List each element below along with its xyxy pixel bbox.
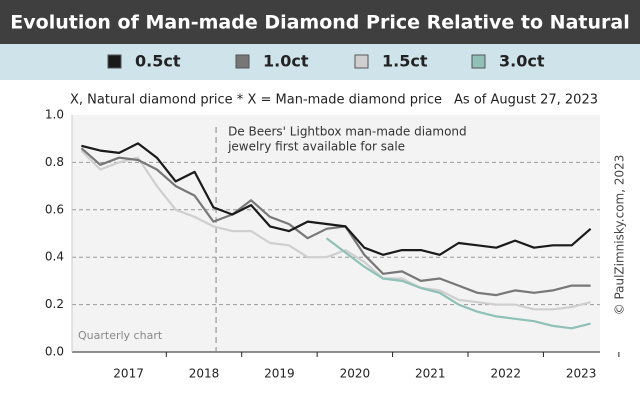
x-tick-label: 2020 — [340, 367, 371, 381]
legend-label: 0.5ct — [135, 52, 181, 71]
line-series — [81, 142, 592, 256]
line-series — [325, 237, 591, 330]
x-tick-label: 2022 — [490, 367, 521, 381]
date-note: As of August 27, 2023 — [454, 93, 598, 108]
legend-label: 3.0ct — [499, 52, 545, 71]
title-bar — [0, 0, 640, 44]
legend-swatch — [354, 54, 369, 69]
legend-swatch — [471, 54, 486, 69]
y-tick-label: 0.0 — [45, 345, 64, 359]
legend-swatch — [107, 54, 122, 69]
y-tick-label: 0.8 — [45, 155, 64, 169]
y-tick-label: 0.6 — [45, 202, 64, 216]
legend-bar — [0, 44, 640, 80]
plot-area — [72, 115, 600, 352]
x-tick-label: 2018 — [189, 367, 220, 381]
legend-swatch — [235, 54, 250, 69]
annotation: De Beers' Lightbox man-made diamond — [228, 125, 467, 139]
credit: © PaulZimnisky.com, 2023 — [613, 155, 627, 316]
y-tick-label: 0.4 — [45, 250, 64, 264]
line-series — [80, 147, 591, 297]
x-tick-label: 2021 — [415, 367, 446, 381]
footnote: Quarterly chart — [78, 329, 163, 342]
line-series — [80, 149, 591, 311]
chart-title: Evolution of Man-made Diamond Price Rela… — [10, 12, 629, 34]
legend-label: 1.5ct — [382, 52, 428, 71]
y-tick-label: 1.0 — [45, 108, 64, 122]
legend-label: 1.0ct — [263, 52, 309, 71]
subtitle: X, Natural diamond price * X = Man-made … — [70, 93, 442, 108]
x-tick-label: 2017 — [113, 367, 144, 381]
y-tick-label: 0.2 — [45, 297, 64, 311]
x-tick-label: 2019 — [264, 367, 295, 381]
annotation: jewelry first available for sale — [227, 140, 405, 154]
x-tick-label: 2023 — [566, 367, 597, 381]
